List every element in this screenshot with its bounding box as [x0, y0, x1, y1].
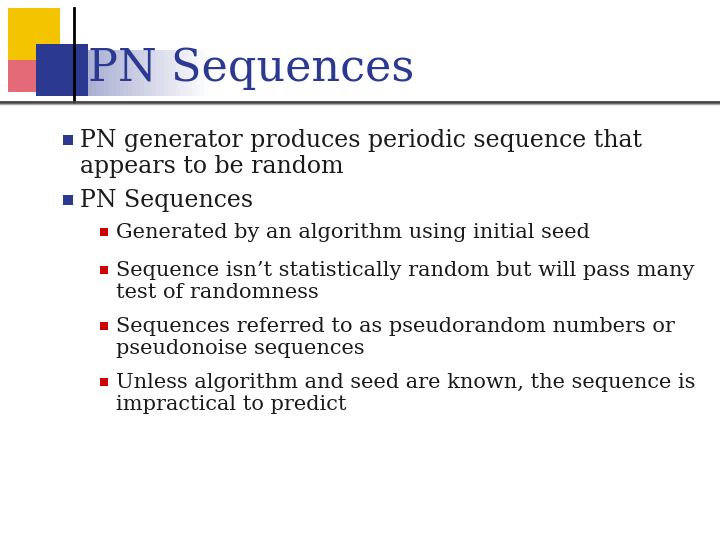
- Bar: [148, 50, 152, 96]
- Bar: [108, 50, 112, 96]
- Bar: [96, 50, 100, 96]
- Text: Sequence isn’t statistically random but will pass many: Sequence isn’t statistically random but …: [116, 260, 695, 280]
- Bar: [8, 48, 52, 92]
- Bar: [36, 44, 88, 96]
- Bar: [100, 322, 108, 330]
- Bar: [120, 50, 124, 96]
- Bar: [168, 50, 172, 96]
- Bar: [124, 50, 128, 96]
- Bar: [100, 228, 108, 236]
- Bar: [200, 50, 204, 96]
- Text: appears to be random: appears to be random: [80, 154, 343, 178]
- Bar: [112, 50, 116, 96]
- Bar: [8, 8, 60, 60]
- Bar: [188, 50, 192, 96]
- Text: Sequences referred to as pseudorandom numbers or: Sequences referred to as pseudorandom nu…: [116, 316, 675, 335]
- Bar: [196, 50, 200, 96]
- Bar: [144, 50, 148, 96]
- Bar: [92, 50, 96, 96]
- Text: Generated by an algorithm using initial seed: Generated by an algorithm using initial …: [116, 222, 590, 241]
- Bar: [128, 50, 132, 96]
- Bar: [140, 50, 144, 96]
- Bar: [100, 266, 108, 274]
- Bar: [184, 50, 188, 96]
- Bar: [100, 378, 108, 386]
- Bar: [152, 50, 156, 96]
- Bar: [164, 50, 168, 96]
- Bar: [63, 135, 73, 145]
- Bar: [204, 50, 208, 96]
- Bar: [100, 50, 104, 96]
- Text: pseudonoise sequences: pseudonoise sequences: [116, 339, 364, 357]
- Bar: [160, 50, 164, 96]
- Bar: [63, 195, 73, 205]
- Text: PN generator produces periodic sequence that: PN generator produces periodic sequence …: [80, 129, 642, 152]
- Bar: [104, 50, 108, 96]
- Bar: [172, 50, 176, 96]
- Text: impractical to predict: impractical to predict: [116, 395, 346, 414]
- Bar: [156, 50, 160, 96]
- Text: PN Sequences: PN Sequences: [88, 46, 414, 90]
- Bar: [88, 50, 92, 96]
- Bar: [176, 50, 180, 96]
- Bar: [136, 50, 140, 96]
- Text: test of randomness: test of randomness: [116, 282, 319, 301]
- Bar: [192, 50, 196, 96]
- Text: Unless algorithm and seed are known, the sequence is: Unless algorithm and seed are known, the…: [116, 373, 696, 392]
- Bar: [116, 50, 120, 96]
- Text: PN Sequences: PN Sequences: [80, 188, 253, 212]
- Bar: [180, 50, 184, 96]
- Bar: [132, 50, 136, 96]
